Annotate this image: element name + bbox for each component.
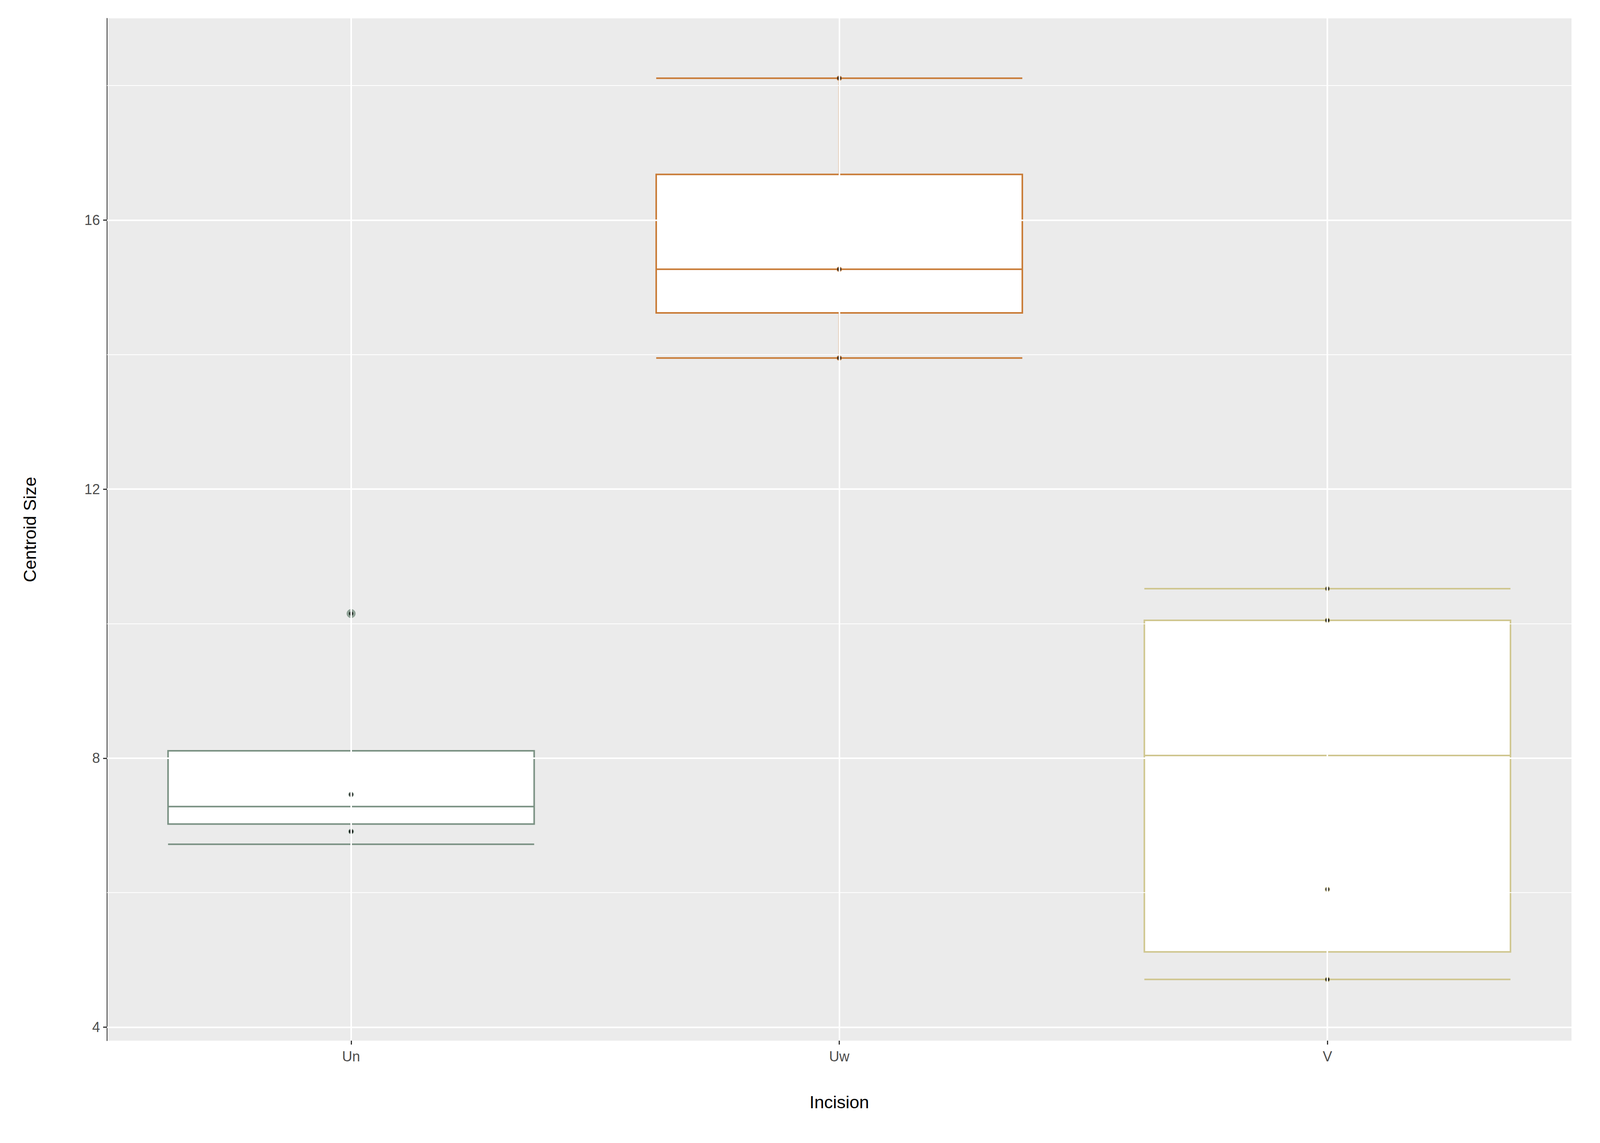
svg-text:8: 8 [92, 750, 100, 767]
svg-text:Incision: Incision [809, 1092, 870, 1113]
svg-text:Un: Un [342, 1048, 361, 1065]
svg-text:16: 16 [84, 212, 100, 229]
svg-text:V: V [1322, 1048, 1333, 1065]
svg-text:Centroid Size: Centroid Size [19, 476, 40, 583]
svg-text:Uw: Uw [829, 1048, 850, 1065]
svg-text:12: 12 [84, 481, 100, 498]
svg-text:4: 4 [92, 1019, 100, 1036]
